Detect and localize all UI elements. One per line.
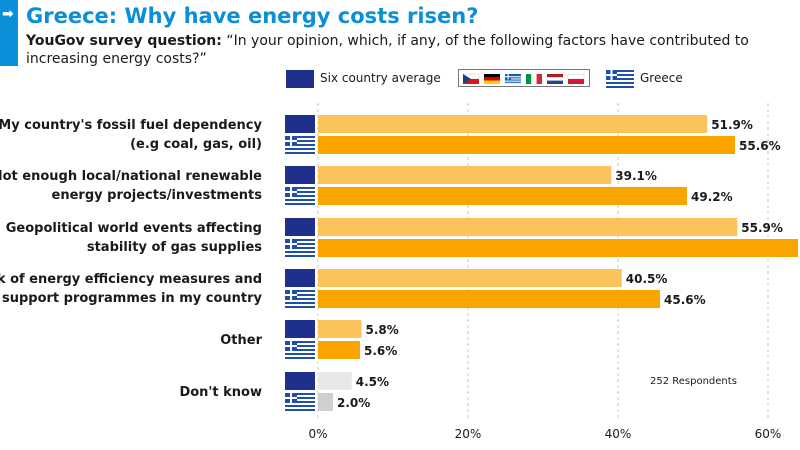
greece-flag-stripe bbox=[285, 300, 315, 302]
category-label: Geopolitical world events affecting bbox=[6, 221, 262, 236]
greece-flag-icon bbox=[505, 74, 521, 84]
bar-six-country bbox=[318, 115, 708, 133]
greece-flag-stripe bbox=[285, 150, 315, 152]
category-label: Not enough local/national renewable bbox=[0, 169, 262, 184]
value-label: 39.1% bbox=[615, 169, 657, 183]
greece-flag-cross bbox=[285, 345, 297, 347]
greece-flag-stripe bbox=[285, 296, 315, 298]
eu-flag-icon bbox=[286, 70, 314, 88]
eu-flag-icon bbox=[285, 166, 315, 184]
greece-flag-stripe bbox=[285, 197, 315, 199]
category-label: stability of gas supplies bbox=[87, 240, 262, 255]
greece-flag-stripe bbox=[285, 201, 315, 203]
country-flags-box bbox=[458, 69, 590, 87]
greece-flag-stripe bbox=[285, 292, 315, 294]
category-label: Other bbox=[220, 333, 262, 348]
category-label: My country's fossil fuel dependency bbox=[0, 118, 263, 133]
greece-flag-cross bbox=[285, 140, 297, 142]
value-label: 40.5% bbox=[626, 272, 668, 286]
greece-flag-stripe bbox=[285, 241, 315, 243]
value-label: 55.6% bbox=[739, 139, 781, 153]
bar-greece bbox=[318, 393, 333, 411]
chart-subtitle: YouGov survey question: “In your opinion… bbox=[26, 32, 786, 68]
greece-flag-stripe bbox=[285, 253, 315, 255]
greece-flag-cross bbox=[285, 243, 297, 245]
x-tick-label: 20% bbox=[455, 427, 482, 441]
germany-flag-icon bbox=[484, 74, 500, 84]
value-label: 4.5% bbox=[356, 375, 389, 389]
brand-logo: ➡ bbox=[0, 0, 18, 66]
czech-flag-icon bbox=[462, 73, 480, 84]
value-label: 5.6% bbox=[364, 344, 397, 358]
bar-six-country bbox=[318, 372, 352, 390]
chart-legend: Six country average Greece bbox=[0, 69, 800, 89]
category-label: Lack of energy efficiency measures and bbox=[0, 272, 262, 287]
eu-flag-icon bbox=[285, 269, 315, 287]
greece-flag-stripe bbox=[285, 355, 315, 357]
poland-flag-icon bbox=[567, 73, 585, 84]
category-label: Don't know bbox=[179, 385, 262, 400]
respondents-note: 252 Respondents bbox=[650, 376, 737, 387]
greece-flag-stripe bbox=[285, 189, 315, 191]
greece-flag-cross bbox=[285, 191, 297, 193]
eu-flag-icon bbox=[285, 115, 315, 133]
chart-title: Greece: Why have energy costs risen? bbox=[26, 4, 479, 28]
netherlands-flag-icon bbox=[546, 74, 564, 84]
greece-flag-stripe bbox=[285, 403, 315, 405]
greece-flag-stripe bbox=[285, 142, 315, 144]
greece-flag-stripe bbox=[285, 343, 315, 345]
x-tick-label: 0% bbox=[308, 427, 327, 441]
bar-six-country bbox=[318, 269, 622, 287]
greece-flag-stripe bbox=[285, 146, 315, 148]
x-tick-label: 60% bbox=[755, 427, 782, 441]
eu-flag-icon bbox=[285, 320, 315, 338]
bar-six-country bbox=[318, 218, 738, 236]
category-label: energy projects/investments bbox=[52, 188, 263, 203]
bar-greece bbox=[318, 290, 660, 308]
value-label: 5.8% bbox=[366, 323, 399, 337]
greece-flag-stripe bbox=[285, 347, 315, 349]
bar-six-country bbox=[318, 166, 612, 184]
greece-flag-stripe bbox=[285, 399, 315, 401]
x-tick-label: 40% bbox=[605, 427, 632, 441]
greece-flag-stripe bbox=[285, 193, 315, 195]
value-label: 55.9% bbox=[741, 221, 783, 235]
greece-flag-stripe bbox=[285, 249, 315, 251]
bar-greece bbox=[318, 239, 798, 257]
greece-flag-cross bbox=[285, 294, 297, 296]
greece-flag-stripe bbox=[285, 407, 315, 409]
legend-six-country-label: Six country average bbox=[320, 71, 441, 85]
info-icon: ➡ bbox=[2, 6, 14, 22]
subtitle-question: “In your opinion, which, if any, of the … bbox=[26, 33, 749, 67]
greece-flag-stripe bbox=[285, 351, 315, 353]
subtitle-bold: YouGov survey question: bbox=[26, 33, 222, 49]
bar-greece bbox=[318, 136, 735, 154]
greece-flag-stripe bbox=[285, 395, 315, 397]
country-flags bbox=[462, 73, 585, 85]
greece-flag-stripe bbox=[285, 304, 315, 306]
eu-flag-icon bbox=[285, 218, 315, 236]
greece-flag-cross bbox=[285, 397, 297, 399]
greece-flag-icon bbox=[606, 70, 634, 88]
value-label: 45.6% bbox=[664, 293, 706, 307]
greece-flag-stripe bbox=[285, 138, 315, 140]
legend-greece-label: Greece bbox=[640, 71, 683, 85]
italy-flag-icon bbox=[526, 73, 542, 85]
category-label: (e.g coal, gas, oil) bbox=[130, 137, 262, 152]
bar-greece bbox=[318, 341, 360, 359]
eu-flag-icon bbox=[285, 372, 315, 390]
category-label: support programmes in my country bbox=[2, 291, 263, 306]
bar-greece bbox=[318, 187, 687, 205]
value-label: 2.0% bbox=[337, 396, 370, 410]
bar-six-country bbox=[318, 320, 362, 338]
value-label: 51.9% bbox=[711, 118, 753, 132]
greece-flag-stripe bbox=[285, 245, 315, 247]
value-label: 49.2% bbox=[691, 190, 733, 204]
